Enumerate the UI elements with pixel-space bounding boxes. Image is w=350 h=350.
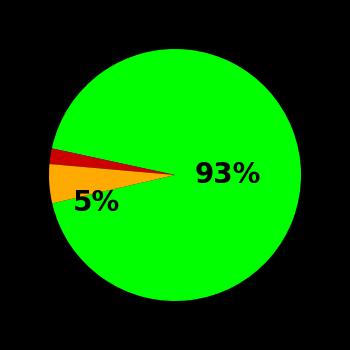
Wedge shape bbox=[49, 164, 175, 203]
Wedge shape bbox=[52, 49, 301, 301]
Text: 93%: 93% bbox=[195, 161, 261, 189]
Text: 5%: 5% bbox=[73, 189, 120, 217]
Wedge shape bbox=[49, 148, 175, 175]
